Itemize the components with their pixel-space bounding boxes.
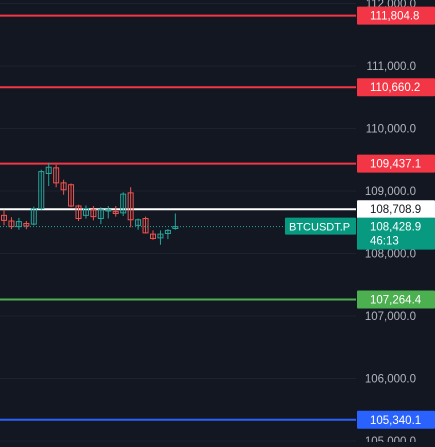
candle-body [30,207,37,225]
candles [1,162,179,245]
price-tick-label: 105,000.0 [365,436,416,442]
candle-body [90,209,97,218]
candle-body [38,171,45,209]
candle-body [23,223,30,227]
price-level-label-box [357,154,435,173]
candle-body [97,209,104,219]
price-level-label: 111,804.8 [370,11,419,23]
symbol-tag-label: BTCUSDT.P [289,222,350,234]
price-level-label-box [357,78,435,97]
price-level-label-box [357,6,435,25]
candle-body [105,209,112,212]
candle-body [60,182,67,191]
level-labels: 111,804.8 110,660.2 109,437.1 108,708.9 107,… [357,6,435,429]
candle-body [172,226,179,230]
symbol-tag-box [285,217,356,235]
candle-body [164,229,171,235]
price-tick-label: 110,000.0 [366,123,416,135]
grid [0,2,356,442]
current-price-label: 108,428.9 [370,222,421,234]
price-level-label: 108,708.9 [370,204,421,216]
price-tick-label: 112,000.0 [366,0,416,10]
candle-body [135,219,142,226]
current-price-box [357,217,435,250]
countdown-label: 46:13 [370,236,399,248]
candle-body [45,166,52,174]
candle-body [68,184,75,207]
candle-body [112,211,119,214]
price-level-label: 109,437.1 [370,159,421,171]
price-level-label: 105,340.1 [370,415,421,427]
price-tick-label: 109,000.0 [365,186,416,198]
price-level-label-box [357,200,435,219]
candle-body [150,233,156,240]
price-level-label: 107,264.4 [370,294,422,306]
candle-body [75,205,82,219]
candle-body [120,193,127,214]
price-level-label: 110,660.2 [370,82,420,94]
candle-body [142,217,149,234]
candle-body [127,192,134,221]
price-level-label-box [357,410,435,429]
candle-body [8,220,15,228]
price-tick-label: 111,000.0 [367,61,416,73]
current-price-marker: BTCUSDT.P 108,428.9 46:13 [0,217,435,250]
price-tick-label: 108,000.0 [365,249,416,261]
price-tick-label: 106,000.0 [365,374,416,386]
candle-body [157,233,164,239]
candle-body [82,207,89,216]
price-level-label-box [357,290,435,309]
price-tick-label: 107,000.0 [365,311,416,323]
candle-body [53,167,60,184]
candle-body [1,214,7,221]
horizontal-level-lines [0,14,356,421]
